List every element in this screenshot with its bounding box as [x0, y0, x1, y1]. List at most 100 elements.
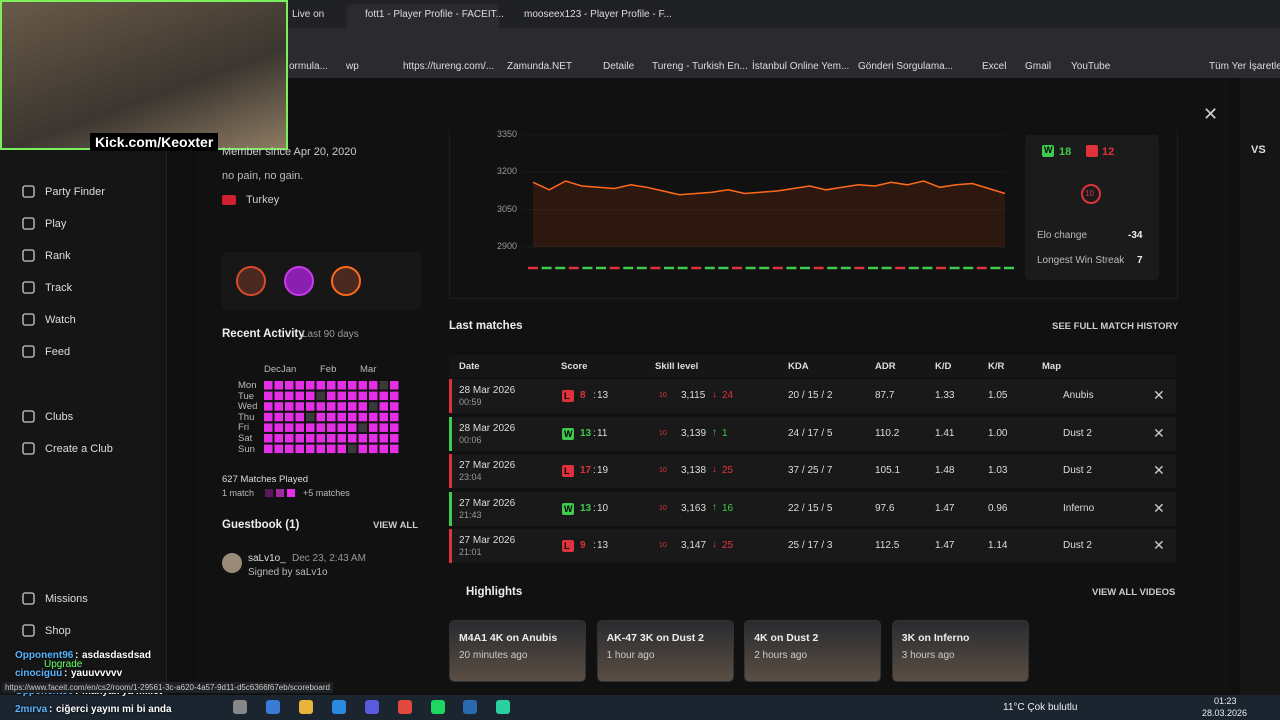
- nav-item[interactable]: Create a Club: [45, 443, 113, 455]
- section-subtitle: Last 90 days: [302, 329, 359, 340]
- highlight-title: M4A1 4K on Anubis: [459, 632, 558, 644]
- chat-user: cinociguu: [15, 668, 63, 679]
- day-label: Thu: [238, 411, 255, 423]
- heat-cell: [348, 434, 357, 443]
- chat-separator: :: [64, 668, 68, 679]
- bookmark[interactable]: Gmail: [1025, 61, 1052, 72]
- heat-cell: [390, 444, 399, 454]
- view-all-link[interactable]: VIEW ALL: [373, 520, 419, 531]
- result-badge: [562, 427, 574, 440]
- nav-item[interactable]: Feed: [45, 346, 71, 358]
- bookmark[interactable]: Tureng - Turkish En...: [652, 61, 748, 72]
- right-rail: [1240, 78, 1280, 695]
- heat-cell: [264, 402, 273, 411]
- bookmark[interactable]: Zamunda.NET: [507, 61, 573, 72]
- highlight-card[interactable]: [744, 620, 882, 682]
- row-action[interactable]: ✕: [1153, 462, 1165, 478]
- level-icon: [1081, 184, 1101, 204]
- badge-icon: [236, 266, 266, 296]
- nav-item[interactable]: Party Finder: [45, 186, 105, 198]
- bookmark[interactable]: YouTube: [1071, 61, 1111, 72]
- legend-cell: [276, 489, 284, 497]
- nav-item[interactable]: Play: [45, 218, 67, 230]
- rail-label[interactable]: VS: [1251, 144, 1266, 156]
- level: 10: [1085, 189, 1094, 198]
- taskbar-icon: [266, 700, 280, 714]
- heat-cell: [358, 412, 367, 422]
- bookmark[interactable]: Excel: [982, 61, 1007, 72]
- row-action[interactable]: ✕: [1153, 387, 1165, 403]
- column-header: K/D: [935, 361, 952, 372]
- nav-item[interactable]: Rank: [45, 250, 71, 262]
- taskbar-icon: [365, 700, 379, 714]
- tab-title[interactable]: mooseex123 - Player Profile - F...: [524, 9, 672, 20]
- tab-title[interactable]: fott1 - Player Profile - FACEIT...: [365, 9, 504, 20]
- row-action[interactable]: ✕: [1153, 424, 1165, 441]
- heat-cell: [379, 423, 388, 432]
- match-date: 27 Mar 2026: [459, 460, 516, 471]
- y-tick-label: 2900: [497, 241, 518, 251]
- highlight-card[interactable]: [891, 620, 1029, 682]
- stat-label: Elo change: [1037, 230, 1088, 241]
- bookmark[interactable]: Detaile: [603, 61, 635, 72]
- heat-cell: [369, 434, 378, 443]
- heat-cell: [348, 402, 357, 411]
- bio: no pain, no gain.: [222, 170, 304, 182]
- month-label: Mar: [360, 364, 377, 375]
- bookmark[interactable]: https://tureng.com/...: [403, 61, 495, 72]
- heat-cell: [295, 444, 304, 454]
- nav-icon: [22, 442, 35, 455]
- nav-item[interactable]: Track: [45, 282, 73, 294]
- heat-cell: [316, 391, 325, 401]
- bookmark[interactable]: wp: [346, 61, 359, 72]
- history-link[interactable]: SEE FULL MATCH HISTORY: [1052, 321, 1179, 332]
- result-letter: W: [564, 503, 573, 514]
- clock-time: 01:23: [1214, 696, 1237, 706]
- heat-cell: [316, 444, 325, 454]
- nav-item[interactable]: Shop: [45, 625, 71, 637]
- heat-cell: [306, 444, 315, 454]
- score-separator: :: [593, 540, 596, 551]
- score-own: 9: [580, 540, 586, 551]
- heat-cell: [369, 402, 378, 411]
- heat-cell: [369, 423, 378, 432]
- table-header: [449, 355, 1176, 377]
- score-separator: :: [593, 502, 596, 514]
- row-action[interactable]: ✕: [1153, 499, 1165, 516]
- level: 10: [659, 392, 667, 399]
- row-action[interactable]: ✕: [1153, 537, 1165, 553]
- match-time: 21:01: [459, 547, 482, 557]
- match-time: 21:43: [459, 509, 482, 520]
- elo-change: 25: [722, 465, 734, 476]
- all-bookmarks[interactable]: Tüm Yer İşaretleri: [1209, 61, 1280, 72]
- kda: 24 / 17 / 5: [788, 427, 833, 439]
- close-button[interactable]: ✕: [1203, 104, 1219, 124]
- heat-cell: [390, 381, 399, 390]
- nav-item[interactable]: Missions: [45, 593, 88, 605]
- heat-cell: [264, 412, 273, 422]
- elo: 3,139: [681, 427, 707, 439]
- highlight-card[interactable]: [449, 620, 586, 682]
- bookmark[interactable]: İstanbul Online Yem...: [752, 61, 850, 72]
- nav-item[interactable]: Clubs: [45, 411, 74, 423]
- bookmark[interactable]: Gönderi Sorgulama...: [858, 61, 954, 72]
- heat-cell: [285, 391, 294, 401]
- tab-title[interactable]: Live on: [292, 9, 325, 20]
- column-header: Date: [459, 361, 480, 372]
- highlight-card[interactable]: [596, 620, 734, 682]
- heat-cell: [327, 412, 336, 422]
- taskbar-icon: [496, 700, 510, 714]
- kr: 1.14: [988, 540, 1008, 551]
- flag: [222, 195, 236, 205]
- kda: 25 / 17 / 3: [788, 540, 833, 551]
- map-name: Dust 2: [1063, 465, 1092, 476]
- bookmark[interactable]: ormula...: [289, 61, 328, 72]
- guestbook-user[interactable]: saLv1o_: [248, 553, 286, 564]
- map-name: Dust 2: [1063, 427, 1092, 439]
- heat-cell: [274, 381, 283, 390]
- nav-item[interactable]: Watch: [45, 314, 76, 326]
- view-all-link[interactable]: VIEW ALL VIDEOS: [1092, 587, 1176, 598]
- column-header: KDA: [788, 361, 809, 372]
- heat-cell: [295, 423, 304, 432]
